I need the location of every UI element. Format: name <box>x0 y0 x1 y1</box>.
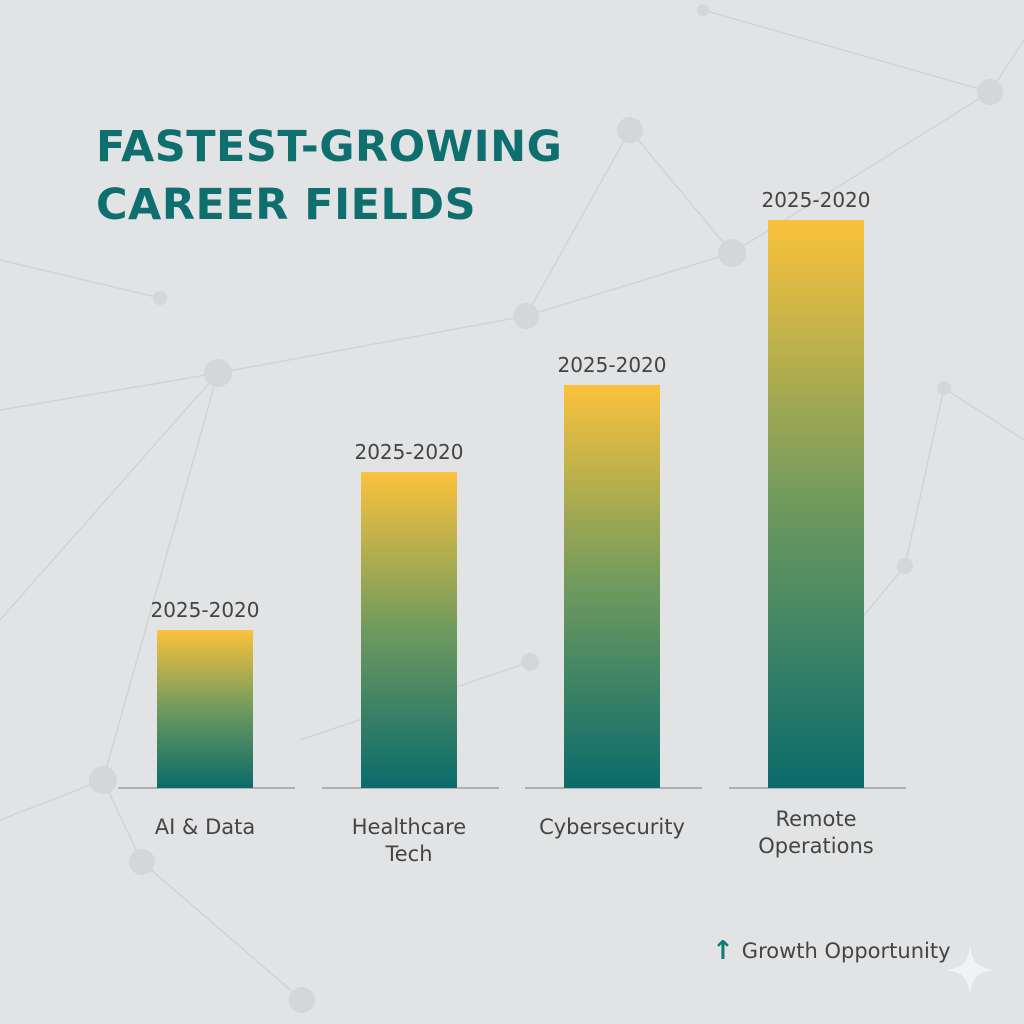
chart-title-line-1: FASTEST-GROWING <box>96 122 563 172</box>
category-label: AI & Data <box>155 815 255 839</box>
data-label: 2025-2020 <box>557 353 666 377</box>
chart-title-line-2: CAREER FIELDS <box>96 180 477 230</box>
arrow-up-icon: ↑ <box>712 936 734 966</box>
category-label: Cybersecurity <box>539 815 685 839</box>
category-label: Remote Operations <box>758 807 873 858</box>
data-label: 2025-2020 <box>354 440 463 464</box>
bar <box>768 220 864 788</box>
data-label: 2025-2020 <box>761 188 870 212</box>
category-label-line: Cybersecurity <box>539 815 685 839</box>
chart-title: FASTEST-GROWING CAREER FIELDS <box>96 118 562 234</box>
bar <box>361 472 457 788</box>
legend-label: Growth Opportunity <box>741 939 951 963</box>
category-label-line: AI & Data <box>155 815 255 839</box>
category-label-line: Operations <box>758 834 873 858</box>
category-label: Healthcare Tech <box>352 815 466 866</box>
category-label-line: Remote <box>775 807 856 831</box>
category-label-line: Healthcare <box>352 815 466 839</box>
data-label: 2025-2020 <box>150 598 259 622</box>
bar <box>157 630 253 788</box>
bar <box>564 385 660 788</box>
sparkle-icon <box>946 946 994 994</box>
category-label-line: Tech <box>384 842 432 866</box>
legend: ↑ Growth Opportunity <box>712 938 951 964</box>
